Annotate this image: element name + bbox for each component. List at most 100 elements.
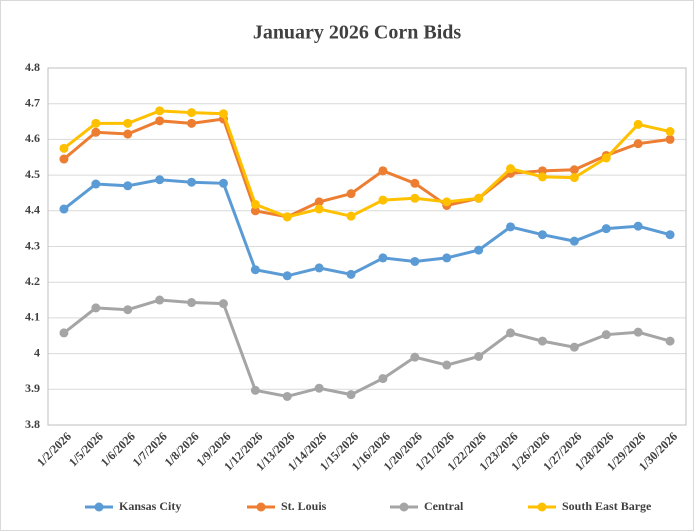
data-point [569, 342, 579, 352]
legend-label: St. Louis [281, 499, 327, 513]
data-point [155, 106, 165, 116]
data-point [569, 165, 579, 175]
data-point [633, 119, 643, 129]
data-point [155, 175, 165, 185]
data-point [474, 245, 484, 255]
data-point [155, 295, 165, 305]
data-point [665, 134, 675, 144]
data-point [187, 118, 197, 128]
data-point [346, 189, 356, 199]
data-point [665, 127, 675, 137]
data-point [59, 204, 69, 214]
series-line [63, 298, 671, 398]
data-point [187, 177, 197, 187]
data-point [633, 221, 643, 231]
data-point [91, 179, 101, 189]
data-point [506, 328, 516, 338]
data-point [187, 108, 197, 118]
data-point [282, 391, 292, 401]
data-point [442, 253, 452, 263]
series-line [63, 178, 671, 278]
y-tick-label: 4.8 [25, 60, 40, 74]
data-point [123, 181, 133, 191]
data-point [506, 222, 516, 232]
y-tick-label: 3.8 [25, 417, 40, 431]
data-point [155, 116, 165, 126]
legend-item: Central [390, 499, 464, 513]
data-point [346, 269, 356, 279]
data-point [59, 143, 69, 153]
data-point [218, 178, 228, 188]
legend-item: Kansas City [85, 499, 181, 513]
legend-marker [537, 502, 547, 512]
data-point [250, 265, 260, 275]
data-point [346, 390, 356, 400]
data-point [314, 383, 324, 393]
data-point [633, 327, 643, 337]
data-point [569, 173, 579, 183]
data-point [378, 374, 388, 384]
legend-item: St. Louis [247, 499, 327, 513]
legend-item: South East Barge [528, 499, 652, 513]
series-line [62, 117, 671, 219]
data-point [378, 195, 388, 205]
data-point [314, 197, 324, 207]
data-point [442, 197, 452, 207]
legend-label: Kansas City [119, 499, 181, 513]
data-point [250, 206, 260, 216]
data-point [633, 139, 643, 149]
data-point [442, 360, 452, 370]
data-point [123, 118, 133, 128]
legend-marker [399, 502, 409, 512]
data-point [187, 298, 197, 308]
data-point [91, 118, 101, 128]
data-point [282, 271, 292, 281]
data-point [410, 178, 420, 188]
data-point [123, 305, 133, 315]
data-point [537, 336, 547, 346]
y-tick-label: 4.5 [25, 167, 40, 181]
data-point [91, 303, 101, 313]
legend-label: South East Barge [562, 499, 652, 513]
data-point [474, 351, 484, 361]
data-point [378, 253, 388, 263]
y-tick-label: 4 [34, 345, 40, 359]
data-point [569, 236, 579, 246]
y-tick-label: 4.7 [25, 95, 40, 109]
data-point [250, 199, 260, 209]
y-tick-label: 4.3 [25, 238, 40, 252]
data-point [601, 330, 611, 340]
data-point [474, 193, 484, 203]
data-point [218, 109, 228, 119]
data-point [410, 352, 420, 362]
data-point [665, 230, 675, 240]
data-point [410, 193, 420, 203]
data-point [537, 230, 547, 240]
data-point [314, 263, 324, 273]
data-point [314, 204, 324, 214]
plot-border [47, 67, 687, 426]
data-point [537, 172, 547, 182]
data-point [506, 164, 516, 174]
data-point [91, 127, 101, 137]
series-line [63, 109, 671, 219]
data-point [59, 154, 69, 164]
data-point [250, 385, 260, 395]
data-point [378, 166, 388, 176]
data-point [123, 129, 133, 139]
chart-title: January 2026 Corn Bids [253, 22, 462, 44]
data-point [601, 224, 611, 234]
legend-marker [256, 502, 266, 512]
data-point [346, 211, 356, 221]
y-tick-label: 4.1 [25, 310, 40, 324]
y-tick-label: 4.6 [25, 131, 40, 145]
data-point [410, 256, 420, 266]
data-point [218, 299, 228, 309]
data-point [282, 212, 292, 222]
data-point [59, 328, 69, 338]
data-point [601, 153, 611, 163]
y-tick-label: 3.9 [25, 381, 40, 395]
legend-marker [94, 502, 104, 512]
